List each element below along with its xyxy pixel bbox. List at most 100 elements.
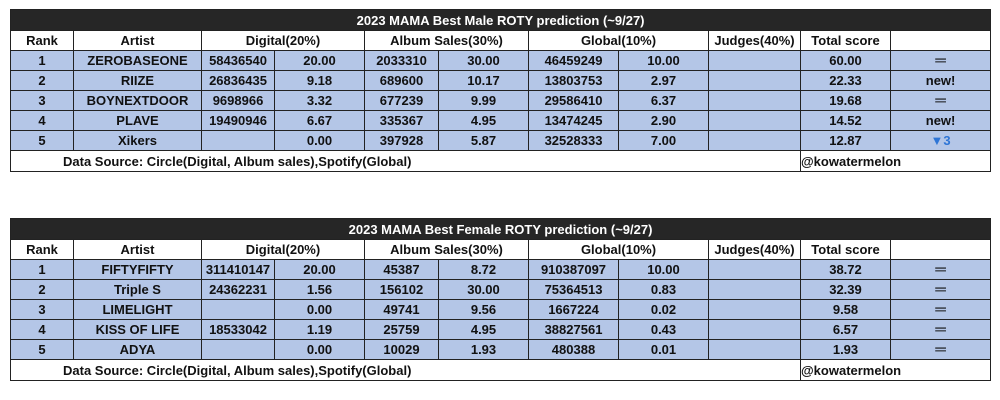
header-album-sales: Album Sales(30%) <box>364 30 529 51</box>
global-count-cell: 75364513 <box>528 279 619 300</box>
male-header-row: Rank Artist Digital(20%) Album Sales(30%… <box>10 30 992 51</box>
global-count-cell: 13803753 <box>528 70 619 91</box>
global-score-cell: 0.01 <box>618 339 709 360</box>
rank-cell: 1 <box>10 259 74 280</box>
digital-count-cell: 9698966 <box>201 90 275 111</box>
rank-cell: 3 <box>10 90 74 111</box>
global-count-cell: 46459249 <box>528 50 619 71</box>
male-table-row: 3 BOYNEXTDOOR 9698966 3.32 677239 9.99 2958641… <box>10 90 992 111</box>
album-sales-score-cell: 30.00 <box>438 279 529 300</box>
header-artist: Artist <box>73 30 202 51</box>
album-sales-count-cell: 25759 <box>364 319 439 340</box>
album-sales-count-cell: 10029 <box>364 339 439 360</box>
digital-score-cell: 0.00 <box>274 130 365 151</box>
total-score-cell: 38.72 <box>800 259 891 280</box>
header-change <box>889 239 992 260</box>
female-header-row: Rank Artist Digital(20%) Album Sales(30%… <box>10 239 992 260</box>
female-table-row: 4 KISS OF LIFE 18533042 1.19 25759 4.95 388275… <box>10 319 992 340</box>
digital-score-cell: 1.56 <box>274 279 365 300</box>
digital-count-cell: 24362231 <box>201 279 275 300</box>
global-score-cell: 0.02 <box>618 299 709 320</box>
global-score-cell: 0.83 <box>618 279 709 300</box>
artist-cell: BOYNEXTDOOR <box>73 90 202 111</box>
change-cell: ═ <box>889 339 992 360</box>
digital-count-cell <box>201 130 275 151</box>
rank-cell: 2 <box>10 70 74 91</box>
artist-cell: PLAVE <box>73 110 202 131</box>
digital-count-cell <box>201 339 275 360</box>
header-digital: Digital(20%) <box>201 239 365 260</box>
digital-count-cell: 58436540 <box>201 50 275 71</box>
judges-cell <box>708 50 801 71</box>
rank-cell: 3 <box>10 299 74 320</box>
change-cell: ▼3 <box>889 130 992 151</box>
male-table-row: 4 PLAVE 19490946 6.67 335367 4.95 13474245 2.90… <box>10 110 992 131</box>
album-sales-score-cell: 10.17 <box>438 70 529 91</box>
global-count-cell: 29586410 <box>528 90 619 111</box>
global-count-cell: 32528333 <box>528 130 619 151</box>
artist-cell: ZEROBASEONE <box>73 50 202 71</box>
judges-cell <box>708 130 801 151</box>
album-sales-count-cell: 689600 <box>364 70 439 91</box>
change-cell: ═ <box>889 299 992 320</box>
female-credit: @kowatermelon <box>799 359 992 381</box>
global-count-cell: 13474245 <box>528 110 619 131</box>
global-score-cell: 0.43 <box>618 319 709 340</box>
female-source-row: Data Source: Circle(Digital, Album sales… <box>10 359 992 381</box>
digital-score-cell: 20.00 <box>274 50 365 71</box>
digital-count-cell: 26836435 <box>201 70 275 91</box>
male-table-row: 2 RIIZE 26836435 9.18 689600 10.17 13803753 2.9… <box>10 70 992 91</box>
rank-cell: 4 <box>10 319 74 340</box>
header-global: Global(10%) <box>528 239 709 260</box>
album-sales-score-cell: 4.95 <box>438 110 529 131</box>
header-judges: Judges(40%) <box>708 239 801 260</box>
judges-cell <box>708 299 801 320</box>
artist-cell: LIMELIGHT <box>73 299 202 320</box>
female-table-row: 5 ADYA 0.00 10029 1.93 480388 0.01 1.93 ═ <box>10 339 992 360</box>
album-sales-score-cell: 8.72 <box>438 259 529 280</box>
album-sales-score-cell: 1.93 <box>438 339 529 360</box>
male-credit: @kowatermelon <box>799 150 992 172</box>
total-score-cell: 22.33 <box>800 70 891 91</box>
change-cell: new! <box>889 110 992 131</box>
header-total-score: Total score <box>800 30 891 51</box>
male-data-source: Data Source: Circle(Digital, Album sales… <box>10 150 801 172</box>
album-sales-count-cell: 335367 <box>364 110 439 131</box>
album-sales-score-cell: 5.87 <box>438 130 529 151</box>
male-roty-table: 2023 MAMA Best Male ROTY prediction (~9/… <box>9 9 992 172</box>
header-artist: Artist <box>73 239 202 260</box>
change-cell: ═ <box>889 90 992 111</box>
judges-cell <box>708 259 801 280</box>
judges-cell <box>708 319 801 340</box>
total-score-cell: 60.00 <box>800 50 891 71</box>
digital-score-cell: 1.19 <box>274 319 365 340</box>
judges-cell <box>708 70 801 91</box>
album-sales-count-cell: 156102 <box>364 279 439 300</box>
artist-cell: RIIZE <box>73 70 202 91</box>
album-sales-score-cell: 9.56 <box>438 299 529 320</box>
global-score-cell: 7.00 <box>618 130 709 151</box>
global-count-cell: 38827561 <box>528 319 619 340</box>
artist-cell: FIFTYFIFTY <box>73 259 202 280</box>
total-score-cell: 14.52 <box>800 110 891 131</box>
album-sales-score-cell: 9.99 <box>438 90 529 111</box>
header-judges: Judges(40%) <box>708 30 801 51</box>
artist-cell: Xikers <box>73 130 202 151</box>
judges-cell <box>708 90 801 111</box>
album-sales-score-cell: 4.95 <box>438 319 529 340</box>
album-sales-count-cell: 49741 <box>364 299 439 320</box>
judges-cell <box>708 339 801 360</box>
total-score-cell: 9.58 <box>800 299 891 320</box>
global-count-cell: 910387097 <box>528 259 619 280</box>
global-score-cell: 6.37 <box>618 90 709 111</box>
male-table-row: 5 Xikers 0.00 397928 5.87 32528333 7.00 12.87 ▼3 <box>10 130 992 151</box>
digital-score-cell: 9.18 <box>274 70 365 91</box>
female-roty-table: 2023 MAMA Best Female ROTY prediction (~… <box>9 218 992 381</box>
global-count-cell: 1667224 <box>528 299 619 320</box>
global-score-cell: 10.00 <box>618 259 709 280</box>
digital-score-cell: 0.00 <box>274 339 365 360</box>
digital-count-cell: 19490946 <box>201 110 275 131</box>
header-rank: Rank <box>10 239 74 260</box>
judges-cell <box>708 279 801 300</box>
artist-cell: KISS OF LIFE <box>73 319 202 340</box>
